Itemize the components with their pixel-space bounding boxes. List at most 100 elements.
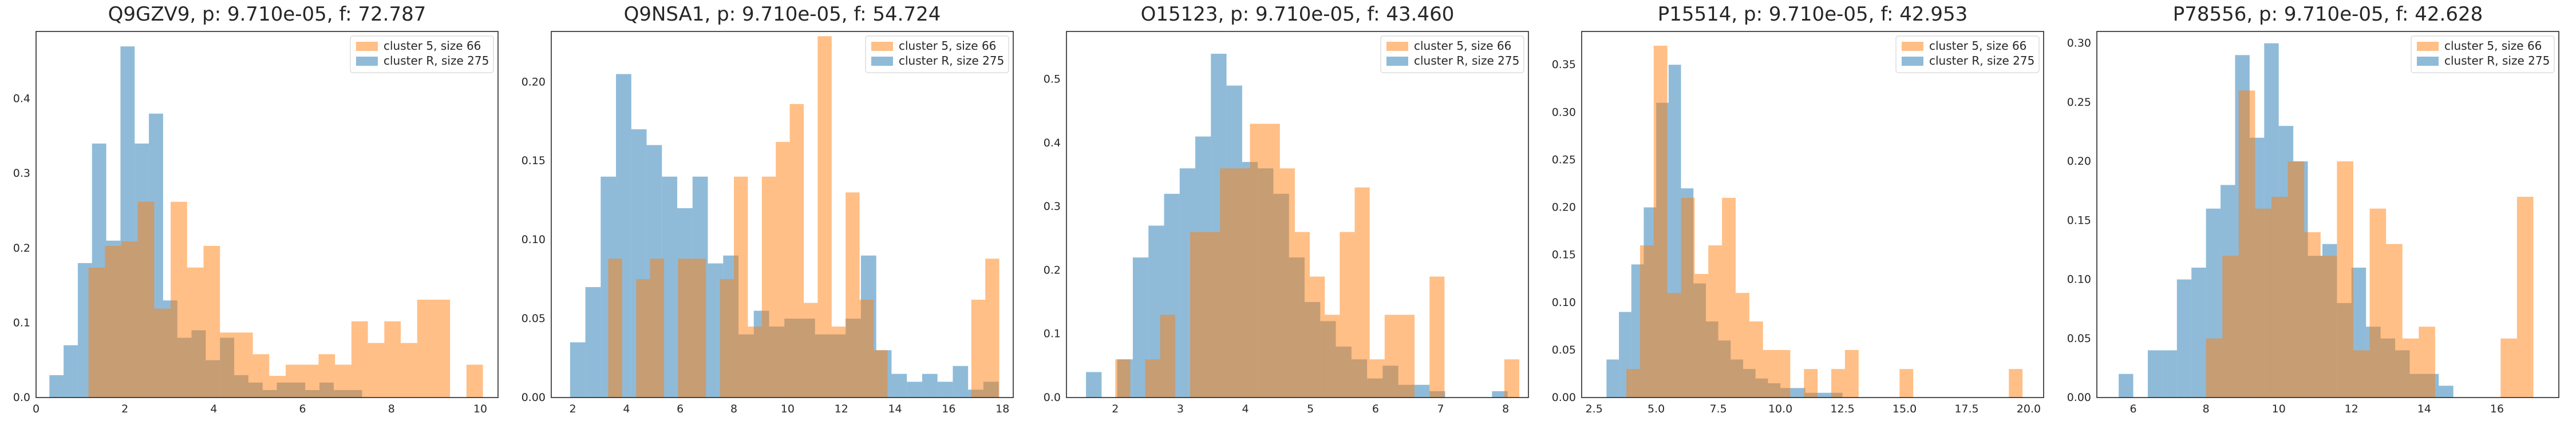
- legend-label: cluster 5, size 66: [1929, 39, 2026, 53]
- y-tick-label: 0.25: [1552, 153, 1576, 166]
- plot-frame: [1581, 31, 2044, 398]
- legend-swatch: [2417, 42, 2439, 51]
- legend-label: cluster 5, size 66: [2444, 39, 2542, 53]
- histogram-bar: [678, 259, 692, 398]
- histogram-bar: [466, 364, 483, 398]
- histogram-bar: [937, 382, 953, 398]
- legend-swatch: [1902, 57, 1923, 66]
- x-tick-label: 17.5: [1954, 403, 1978, 415]
- histogram-bar: [1429, 276, 1445, 398]
- histogram-bar: [1250, 124, 1265, 398]
- histogram-bar: [1736, 293, 1749, 398]
- x-tick-label: 4: [1242, 403, 1249, 415]
- chart-title: P15514, p: 9.710e-05, f: 42.953: [1658, 3, 1968, 26]
- x-tick-label: 2: [121, 403, 128, 415]
- y-tick-label: 0.05: [2067, 332, 2091, 345]
- histogram-bar: [1653, 45, 1668, 398]
- legend-box: [1380, 35, 1524, 73]
- y-tick-label: 0.5: [1044, 73, 1061, 85]
- y-tick-label: 0.05: [521, 312, 546, 325]
- histogram-bar: [2206, 338, 2223, 398]
- series-cluster-5: [88, 201, 483, 398]
- histogram-bar: [1818, 392, 1830, 398]
- histogram-bar: [1235, 168, 1250, 398]
- y-tick-label: 0.10: [521, 233, 546, 246]
- histogram-bar: [2271, 197, 2288, 398]
- histogram-bar: [1190, 232, 1206, 398]
- y-tick-label: 0.2: [13, 242, 30, 255]
- histogram-bar: [171, 201, 187, 398]
- histogram-panel-3: O15123, p: 9.710e-05, f: 43.460 2 3 4 5 6 7 8 0.…: [1044, 3, 1529, 415]
- histogram-bar: [318, 354, 335, 398]
- histogram-bar: [907, 382, 922, 398]
- histogram-bar: [2304, 232, 2321, 398]
- x-tick-label: 5.0: [1647, 403, 1665, 415]
- y-tick-label: 0.1: [13, 316, 30, 329]
- histogram-bar: [1492, 391, 1508, 398]
- x-tick-label: 2: [1112, 403, 1119, 415]
- x-tick-label: 10: [781, 403, 795, 415]
- legend-label: cluster R, size 275: [899, 54, 1004, 67]
- histogram-bar: [2238, 90, 2255, 398]
- histogram-bar: [269, 376, 286, 398]
- histogram-bar: [1325, 315, 1340, 398]
- histogram-bar: [1205, 232, 1220, 398]
- histogram-bar: [1145, 359, 1160, 398]
- histogram-bar: [636, 279, 650, 398]
- histogram-bar: [734, 176, 748, 398]
- legend-swatch: [356, 57, 378, 66]
- series-cluster-5: [608, 36, 999, 398]
- x-tick-label: 18: [995, 403, 1009, 415]
- histogram-bar: [1763, 349, 1777, 398]
- y-tick-label: 0.2: [1044, 264, 1061, 276]
- chart-title: Q9NSA1, p: 9.710e-05, f: 54.724: [624, 3, 941, 26]
- histogram-bar: [2176, 279, 2192, 398]
- histogram-bar: [1792, 388, 1805, 398]
- histogram-bar: [335, 364, 351, 398]
- histogram-bar: [1639, 245, 1654, 398]
- y-tick-label: 0.25: [2067, 96, 2091, 109]
- histogram-bar: [351, 321, 368, 398]
- histogram-bar: [789, 104, 804, 398]
- y-tick-label: 0.10: [2067, 273, 2091, 286]
- y-tick-label: 0.3: [1044, 200, 1061, 213]
- histogram-bar: [286, 364, 302, 398]
- histogram-bar: [2369, 208, 2387, 398]
- x-tick-label: 10: [2272, 403, 2286, 415]
- histogram-bar: [985, 259, 999, 398]
- histogram-bar: [922, 374, 938, 398]
- y-tick-label: 0.1: [1044, 328, 1061, 340]
- histogram-bar: [1384, 315, 1400, 398]
- histogram-bar: [1354, 187, 1370, 398]
- histogram-bar: [831, 326, 846, 398]
- histogram-bar: [2516, 197, 2534, 398]
- series-cluster-5: [1626, 45, 2023, 398]
- histogram-bar: [1694, 273, 1709, 398]
- legend-label: cluster 5, size 66: [1414, 39, 1511, 53]
- histogram-bar: [1369, 359, 1385, 398]
- histogram-bar: [1086, 372, 1102, 398]
- legend-label: cluster R, size 275: [2444, 54, 2550, 67]
- y-tick-label: 0.0: [1044, 391, 1061, 404]
- y-tick-label: 0.20: [2067, 155, 2091, 168]
- legend-box: [350, 35, 494, 73]
- x-tick-label: 5: [1307, 403, 1314, 415]
- histogram-bar: [49, 375, 64, 398]
- x-tick-label: 10.0: [1768, 403, 1792, 415]
- histogram-bar: [971, 299, 986, 398]
- histogram-bar: [891, 374, 907, 398]
- x-tick-label: 8: [2203, 403, 2210, 415]
- y-tick-label: 0.35: [1552, 58, 1576, 71]
- chart-title: O15123, p: 9.710e-05, f: 43.460: [1141, 3, 1455, 26]
- histogram-bar: [236, 332, 253, 398]
- histogram-bar: [2009, 369, 2023, 398]
- histogram-bar: [220, 332, 236, 398]
- histogram-bar: [2353, 350, 2370, 398]
- legend-swatch: [1902, 42, 1923, 51]
- histogram-bar: [570, 342, 586, 398]
- histogram-bar: [585, 287, 601, 398]
